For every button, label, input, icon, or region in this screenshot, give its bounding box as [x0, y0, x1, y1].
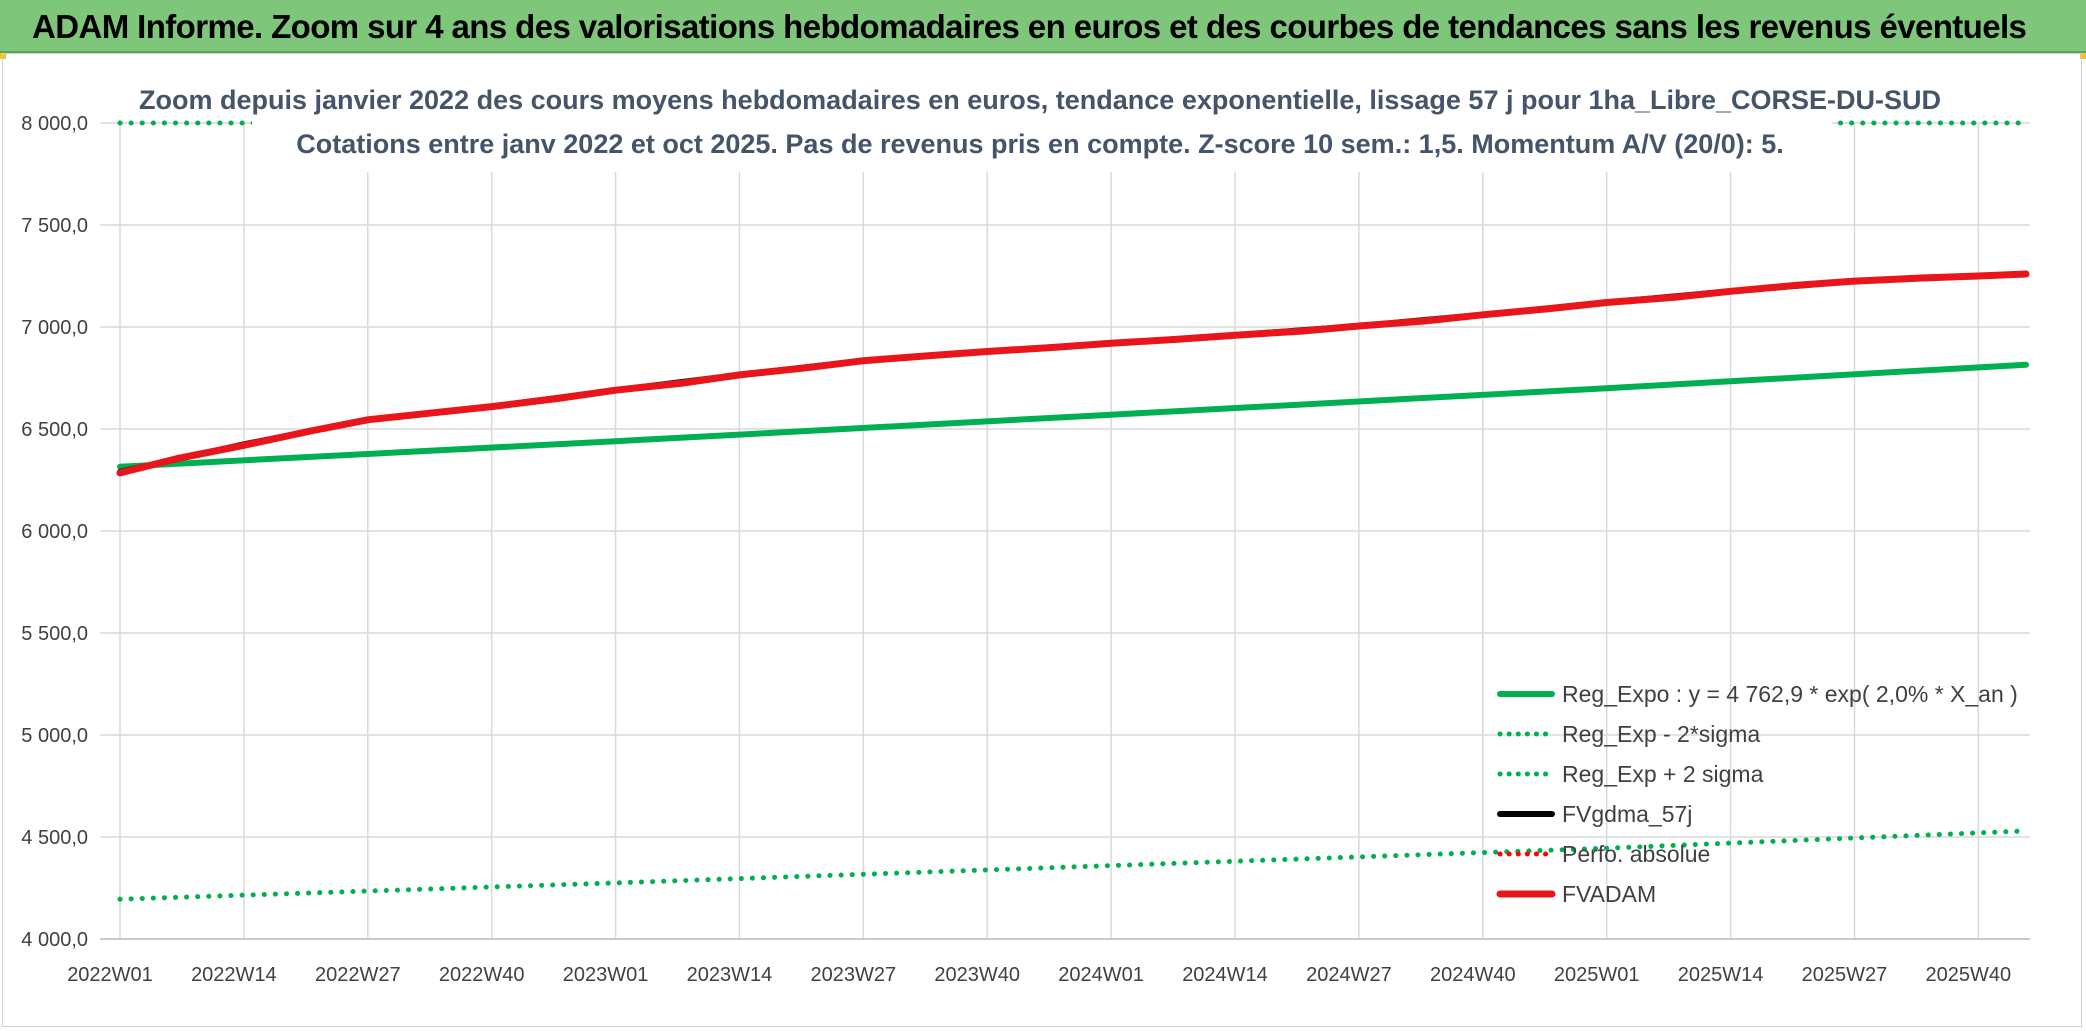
x-tick-label: 2022W27: [315, 964, 401, 986]
legend-label: Reg_Exp + 2 sigma: [1562, 761, 1764, 787]
series-line-5: [116, 270, 2030, 477]
y-axis-ticks: 4 000,0 4 500,0 5 000,0 5 500,0 6 000,0 6 500…: [21, 113, 88, 951]
y-tick-label: 4 500,0: [21, 827, 88, 849]
x-tick-label: 2024W40: [1430, 964, 1516, 986]
x-tick-label: 2024W01: [1058, 964, 1144, 986]
report-title: ADAM Informe. Zoom sur 4 ans des valoris…: [32, 8, 2027, 45]
series-line-0: [117, 361, 2029, 470]
x-tick-label: 2024W14: [1182, 964, 1268, 986]
series-line-1: [117, 828, 2029, 902]
chart-title-line-2: Cotations entre janv 2022 et oct 2025. P…: [296, 129, 1784, 159]
y-tick-label: 7 000,0: [21, 317, 88, 339]
x-tick-label: 2025W14: [1678, 964, 1764, 986]
title-background: [252, 78, 1832, 172]
legend-label: FVgdma_57j: [1562, 801, 1692, 827]
x-tick-label: 2023W01: [563, 964, 649, 986]
y-tick-label: 6 000,0: [21, 521, 88, 543]
legend-label: FVADAM: [1562, 881, 1656, 907]
frame-corner-left: [0, 53, 6, 59]
x-tick-label: 2023W40: [934, 964, 1020, 986]
x-tick-label: 2022W14: [191, 964, 277, 986]
x-tick-label: 2023W27: [811, 964, 897, 986]
legend-label: Perfo. absolue: [1562, 841, 1710, 867]
frame-corner-right: [2080, 53, 2086, 59]
chart-title: Zoom depuis janvier 2022 des cours moyen…: [139, 78, 1941, 172]
x-tick-label: 2022W40: [439, 964, 525, 986]
legend-label: Reg_Expo : y = 4 762,9 * exp( 2,0% * X_a…: [1562, 681, 2018, 707]
y-tick-label: 6 500,0: [21, 419, 88, 441]
y-tick-label: 5 000,0: [21, 725, 88, 747]
grid: [100, 122, 2030, 940]
x-tick-label: 2022W01: [67, 964, 153, 986]
x-tick-label: 2025W40: [1926, 964, 2012, 986]
y-tick-label: 5 500,0: [21, 623, 88, 645]
y-tick-label: 8 000,0: [21, 113, 88, 135]
y-tick-label: 4 000,0: [21, 929, 88, 951]
legend: Reg_Expo : y = 4 762,9 * exp( 2,0% * X_a…: [1490, 672, 2020, 916]
x-tick-label: 2024W27: [1306, 964, 1392, 986]
legend-box: [1490, 672, 2020, 916]
chart-frame: [2, 53, 2082, 1027]
x-axis-ticks: 2022W01 2022W14 2022W27 2022W40 2023W01 2023W…: [67, 964, 2011, 986]
series: [116, 120, 2030, 902]
y-tick-label: 7 500,0: [21, 215, 88, 237]
report-banner: ADAM Informe. Zoom sur 4 ans des valoris…: [0, 0, 2086, 53]
series-line-3: [117, 271, 2029, 475]
chart-title-line-1: Zoom depuis janvier 2022 des cours moyen…: [139, 85, 1941, 115]
x-tick-label: 2023W14: [687, 964, 773, 986]
x-tick-label: 2025W27: [1802, 964, 1888, 986]
x-tick-label: 2025W01: [1554, 964, 1640, 986]
legend-label: Reg_Exp - 2*sigma: [1562, 721, 1760, 747]
